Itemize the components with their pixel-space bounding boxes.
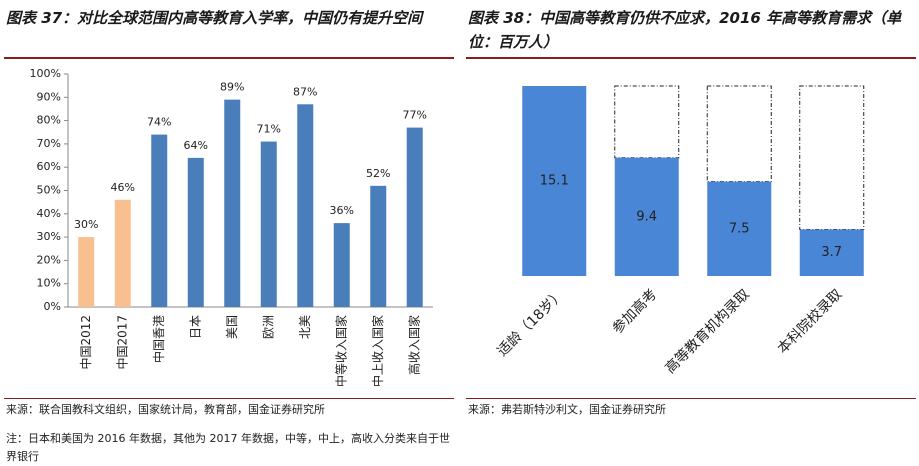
source-rule (466, 398, 916, 399)
value-label: 36% (330, 204, 354, 217)
gap-box (706, 85, 772, 183)
y-tick-label: 0% (44, 300, 61, 313)
y-tick-label: 60% (37, 160, 61, 173)
bar (799, 229, 864, 276)
source: 来源：联合国教科文组织，国家统计局，教育部，国金证券研究所 (6, 403, 325, 416)
bar (187, 157, 204, 307)
value-label: 52% (366, 167, 390, 180)
chart: 15.1 适龄（18岁） 9.4 参加高考 7.5 高等教育机构录取 3.7 本科院校录取 (494, 85, 865, 377)
bar (707, 181, 772, 276)
bar (78, 237, 95, 307)
x-tick-label: 日本 (188, 315, 202, 339)
x-tick-label: 北美 (298, 315, 312, 339)
x-tick-label: 欧洲 (261, 315, 275, 339)
value-label: 15.1 (540, 174, 569, 189)
value-label: 64% (184, 139, 208, 152)
bar (297, 104, 314, 307)
value-label: 30% (74, 218, 98, 231)
x-tick-label: 适龄（18岁） (494, 286, 567, 359)
gap-box (614, 85, 680, 159)
title-rule (4, 57, 454, 59)
x-tick-label: 中国2012 (78, 315, 93, 370)
y-tick-label: 90% (37, 90, 61, 103)
bar (224, 99, 241, 307)
value-label: 89% (220, 81, 244, 94)
value-label: 74% (147, 116, 171, 129)
x-tick-label: 中国2017 (114, 315, 129, 370)
y-tick-label: 80% (37, 114, 61, 127)
chart-title: 图表 37：对比全球范围内高等教育入学率，中国仍有提升空间 (6, 9, 423, 27)
y-tick-label: 30% (37, 230, 61, 243)
bar (522, 86, 587, 276)
y-tick-label: 20% (37, 253, 61, 266)
note: 注：日本和美国为 2016 年数据，其他为 2017 年数据，中等，中上，高收入… (6, 432, 450, 463)
gap-box (799, 85, 865, 230)
x-tick-label: 中等收入国家 (333, 315, 348, 387)
value-label: 7.5 (729, 221, 750, 236)
bar (406, 127, 423, 307)
bar (260, 141, 277, 307)
bar (614, 157, 679, 276)
x-tick-label: 本科院校录取 (774, 286, 845, 357)
value-label: 87% (293, 85, 317, 98)
title-rule (466, 57, 916, 59)
bar (114, 199, 131, 307)
value-label: 77% (403, 109, 427, 122)
value-label: 71% (257, 123, 281, 136)
x-tick-label: 参加高考 (609, 286, 661, 338)
y-tick-label: 40% (37, 207, 61, 220)
value-label: 46% (111, 181, 135, 194)
x-tick-label: 高收入国家 (406, 315, 421, 375)
source-rule (4, 398, 454, 399)
source: 来源：弗若斯特沙利文，国金证券研究所 (468, 403, 666, 416)
value-label: 3.7 (821, 245, 842, 260)
x-tick-label: 美国 (225, 315, 239, 339)
value-label: 9.4 (636, 209, 657, 224)
bar (333, 223, 350, 307)
bar (151, 134, 168, 307)
y-tick-label: 50% (37, 184, 61, 197)
y-tick-label: 100% (30, 67, 61, 80)
x-tick-label: 高等教育机构录取 (662, 286, 753, 377)
bar (370, 185, 387, 307)
chart-title: 图表 38：中国高等教育仍供不应求，2016 年高等教育需求（单位：百万人） (468, 9, 902, 51)
x-tick-label: 中国香港 (151, 315, 166, 363)
y-tick-label: 70% (37, 137, 61, 150)
x-tick-label: 中上收入国家 (370, 315, 385, 387)
y-tick-label: 10% (37, 277, 61, 290)
chart: 0% 10% 20% 30% 40% 50% 60% 70% 80% 90% 100% 30% 中国20… (30, 67, 433, 387)
